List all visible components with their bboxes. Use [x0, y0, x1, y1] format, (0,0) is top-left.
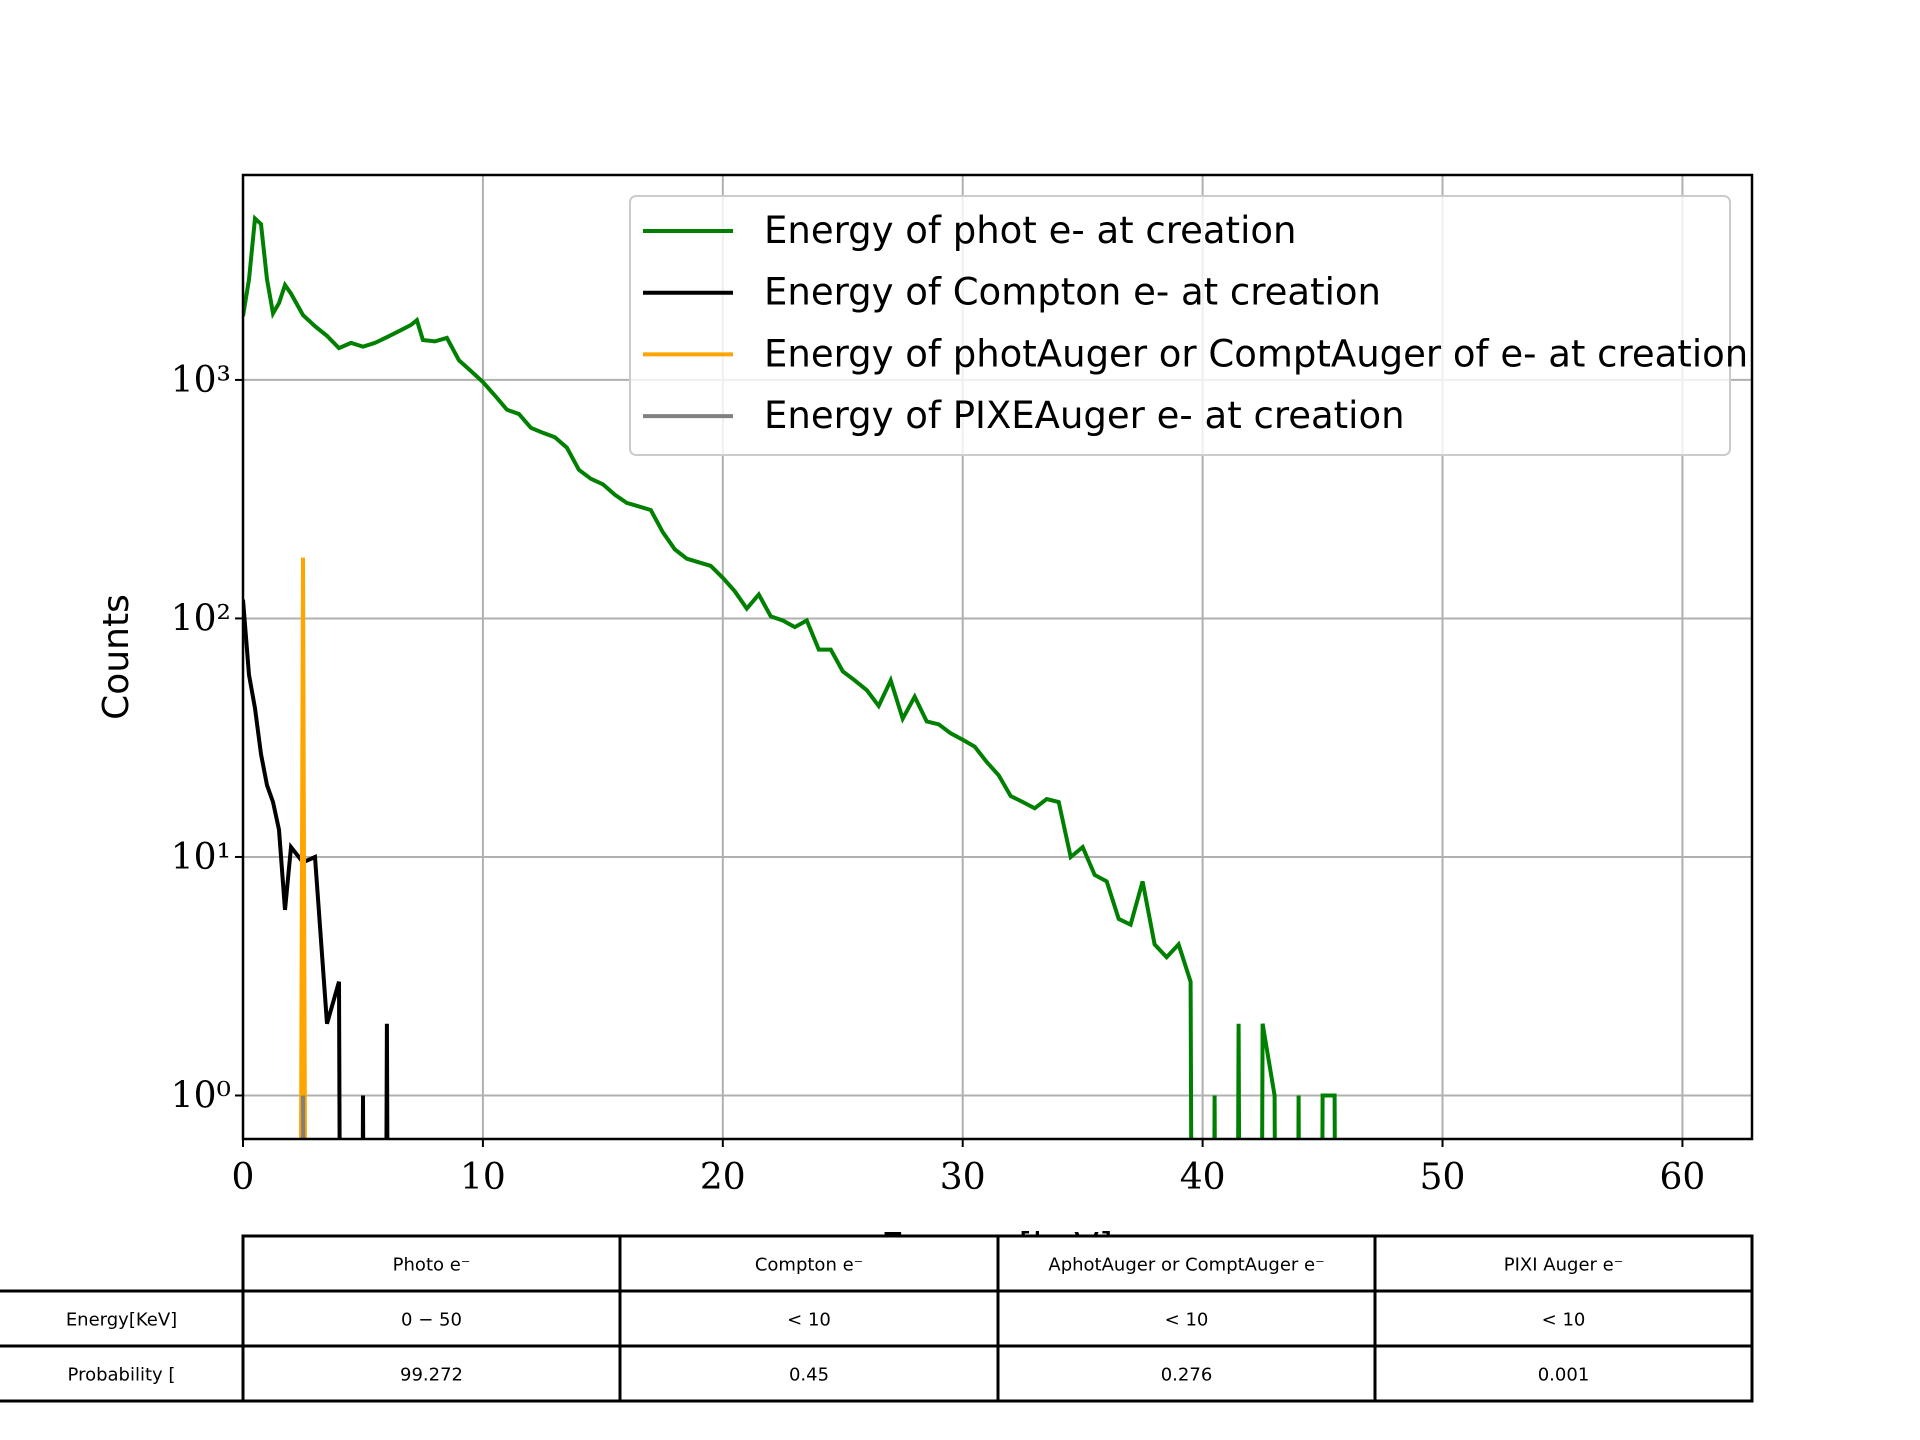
x-tick-label: 50 [1420, 1157, 1466, 1198]
legend-label: Energy of Compton e- at creation [764, 271, 1381, 314]
table-bg [0, 1236, 1920, 1405]
table-cell-text: < 10 [787, 1310, 831, 1331]
x-tick-label: 10 [460, 1157, 506, 1198]
y-axis-label: Counts [96, 594, 137, 720]
x-tick-label: 20 [700, 1157, 746, 1198]
table-cell-text: Probability [ [68, 1365, 176, 1386]
table-cell-text: 0.001 [1538, 1365, 1590, 1386]
table-cell-text: < 10 [1165, 1310, 1209, 1331]
table-header: Photo e⁻ [393, 1255, 471, 1276]
table-cell-text: 99.272 [400, 1365, 463, 1386]
table-cell [1373, 1344, 1754, 1403]
table-cell-text: 0 − 50 [401, 1310, 462, 1331]
table-cell-text: 0.45 [789, 1365, 829, 1386]
series-line [299, 557, 307, 1139]
y-tick-label: 10² [171, 598, 231, 639]
legend-box [629, 195, 1731, 456]
x-tick-label: 30 [940, 1157, 986, 1198]
table-cell-text: 0.276 [1161, 1365, 1213, 1386]
y-tick-label: 10¹ [171, 837, 231, 878]
legend-label: Energy of phot e- at creation [764, 209, 1296, 252]
table-header: AphotAuger or ComptAuger e⁻ [1048, 1255, 1324, 1276]
x-tick-label: 40 [1180, 1157, 1226, 1198]
table-header: Compton e⁻ [755, 1255, 863, 1276]
y-tick-label: 10³ [171, 360, 231, 401]
table-cell-text: < 10 [1542, 1310, 1586, 1331]
x-tick-label: 0 [232, 1157, 255, 1198]
table-header: PIXI Auger e⁻ [1504, 1255, 1623, 1276]
plot-area [243, 214, 1337, 1139]
y-tick-label: 10⁰ [171, 1075, 231, 1116]
series-line [243, 214, 1337, 1139]
legend-label: Energy of PIXEAuger e- at creation [764, 394, 1405, 437]
legend-label: Energy of photAuger or ComptAuger of e- … [764, 332, 1748, 375]
table-cell-text: Energy[KeV] [66, 1310, 177, 1331]
series-line [243, 599, 390, 1139]
x-tick-label: 60 [1660, 1157, 1706, 1198]
plot-frame [241, 173, 1754, 1141]
